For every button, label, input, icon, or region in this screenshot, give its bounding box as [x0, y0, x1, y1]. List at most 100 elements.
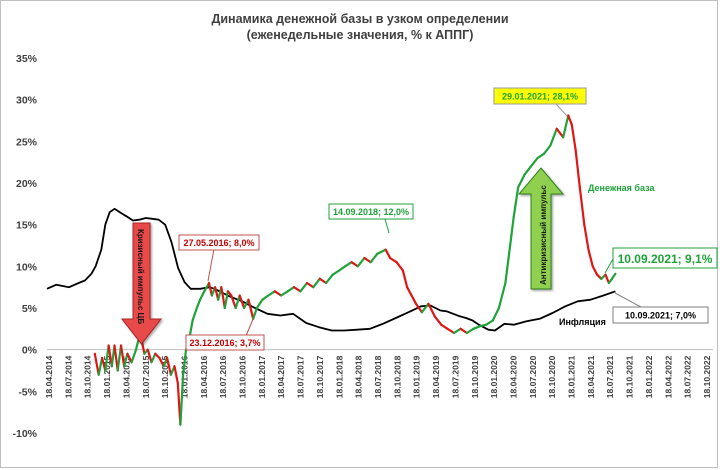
y-tick-label: 5% — [22, 303, 38, 315]
x-tick-label: 18.10.2020 — [547, 355, 557, 398]
series-segment-money-base — [116, 344, 123, 372]
x-tick-label: 18.07.2014 — [63, 355, 73, 398]
x-tick-label: 18.07.2015 — [141, 355, 151, 398]
series-segment-money-base — [497, 281, 507, 310]
series-segment-money-base — [574, 148, 581, 189]
x-tick-label: 18.01.2021 — [567, 355, 577, 398]
series-segment-money-base — [536, 152, 546, 160]
series-segment-money-base — [104, 344, 110, 372]
series-segment-money-base — [338, 265, 347, 272]
series-segment-money-base — [97, 356, 104, 376]
series-segment-money-base — [504, 248, 511, 285]
x-tick-label: 18.10.2014 — [83, 355, 93, 398]
series-segment-money-base — [604, 273, 611, 285]
series-segment-money-base — [562, 114, 570, 139]
series-lines — [46, 114, 617, 426]
series-segment-money-base — [331, 269, 341, 276]
series-segment-money-base — [542, 144, 552, 155]
series-segment-money-base — [130, 348, 138, 364]
series-segment-money-base — [567, 114, 573, 126]
x-tick-label: 18.01.2015 — [102, 355, 112, 398]
y-tick-label: 0% — [22, 345, 38, 357]
series-segment-money-base — [384, 248, 392, 260]
x-tick-label: 18.04.2017 — [276, 355, 286, 398]
series-segment-money-base — [146, 348, 153, 364]
y-tick-label: 25% — [16, 136, 38, 148]
x-tick-label: 18.04.2022 — [663, 355, 673, 398]
x-tick-label: 18.10.2021 — [625, 355, 635, 398]
y-tick-label: 20% — [16, 178, 38, 190]
crisis-impulse-label: Кризисный импульс ЦБ — [136, 229, 145, 324]
series-segment-money-base — [414, 302, 423, 314]
series-segment-money-base — [465, 327, 475, 335]
series-segment-money-base — [286, 286, 296, 293]
x-tick-label: 18.04.2021 — [586, 355, 596, 398]
series-segment-money-base — [273, 290, 283, 297]
series-segment-money-base — [191, 306, 198, 322]
x-tick-label: 18.04.2019 — [431, 355, 441, 398]
annotation-current-money-base: 10.09.2021; 9,1% — [604, 247, 718, 274]
x-tick-label: 18.07.2016 — [218, 355, 228, 398]
y-tick-label: -5% — [18, 386, 37, 398]
series-segment-money-base — [305, 281, 315, 289]
series-segment-money-base — [549, 127, 558, 147]
series-segment-money-base — [401, 269, 409, 289]
series-segment-money-base — [344, 261, 353, 268]
series-segment-money-base — [255, 298, 264, 310]
series-segment-money-base — [570, 123, 577, 151]
x-tick-label: 18.10.2018 — [392, 355, 402, 398]
series-segment-money-base — [440, 323, 449, 330]
series-segment-money-base — [182, 348, 188, 376]
series-segment-money-base — [446, 327, 456, 335]
series-segment-money-base — [459, 327, 468, 335]
x-tick-label: 18.10.2015 — [160, 355, 170, 398]
series-segment-money-base — [247, 298, 255, 320]
series-segment-money-base — [318, 277, 328, 285]
x-tick-label: 18.01.2016 — [179, 355, 189, 398]
series-segment-money-base — [491, 306, 500, 322]
series-segment-money-base — [158, 356, 165, 368]
series-segment-money-base — [325, 273, 334, 285]
chart-subtitle: (еженедельные значения, % к АППГ) — [247, 28, 474, 42]
series-segment-money-base — [587, 248, 594, 268]
series-segment-money-base — [452, 327, 462, 335]
chart-title: Динамика денежной базы в узком определен… — [211, 12, 508, 26]
x-tick-label: 18.10.2017 — [315, 355, 325, 398]
anticrisis-impulse-arrow — [517, 167, 565, 290]
x-tick-label: 18.04.2015 — [121, 355, 131, 398]
x-tick-label: 18.04.2018 — [354, 355, 364, 398]
series-segment-money-base — [126, 352, 133, 364]
series-segment-money-base — [123, 352, 129, 368]
annotation-label: 14.09.2018; 12,0% — [333, 207, 409, 217]
series-segment-money-base — [207, 281, 213, 297]
series-segment-money-base — [478, 323, 488, 328]
series-segment-money-base — [485, 319, 494, 326]
x-tick-label: 18.10.2022 — [702, 355, 712, 398]
annotation-peak-2018: 14.09.2018; 12,0% — [328, 203, 414, 234]
series-segment-money-base — [220, 286, 226, 310]
x-tick-label: 18.07.2021 — [605, 355, 615, 398]
series-segment-money-base — [583, 223, 590, 251]
x-tick-label: 18.01.2020 — [489, 355, 499, 398]
series-segment-money-base — [529, 156, 539, 168]
series-segment-money-base — [280, 290, 289, 297]
series-segment-money-base — [610, 272, 617, 280]
annotation-label: 29.01.2021; 28,1% — [502, 92, 578, 102]
y-tick-label: 10% — [16, 261, 38, 273]
series-segment-money-base — [173, 365, 179, 385]
series-segment-money-base — [119, 344, 126, 368]
series-segment-money-base — [369, 252, 379, 264]
series-segment-money-base — [512, 186, 520, 218]
x-tick-label: 18.10.2019 — [470, 355, 480, 398]
series-segment-money-base — [389, 256, 398, 264]
x-tick-label: 18.07.2022 — [683, 355, 693, 398]
x-tick-label: 18.04.2016 — [199, 355, 209, 398]
series-segment-money-base — [508, 215, 515, 251]
series-segment-money-base — [356, 256, 366, 268]
series-segment-money-base — [523, 165, 533, 176]
x-tick-label: 18.07.2020 — [528, 355, 538, 398]
series-segment-money-base — [238, 294, 246, 310]
anticrisis-impulse-label: Антикризисный импульс — [539, 185, 548, 285]
series-segment-money-base — [406, 286, 413, 297]
series-segment-money-base — [199, 290, 206, 301]
